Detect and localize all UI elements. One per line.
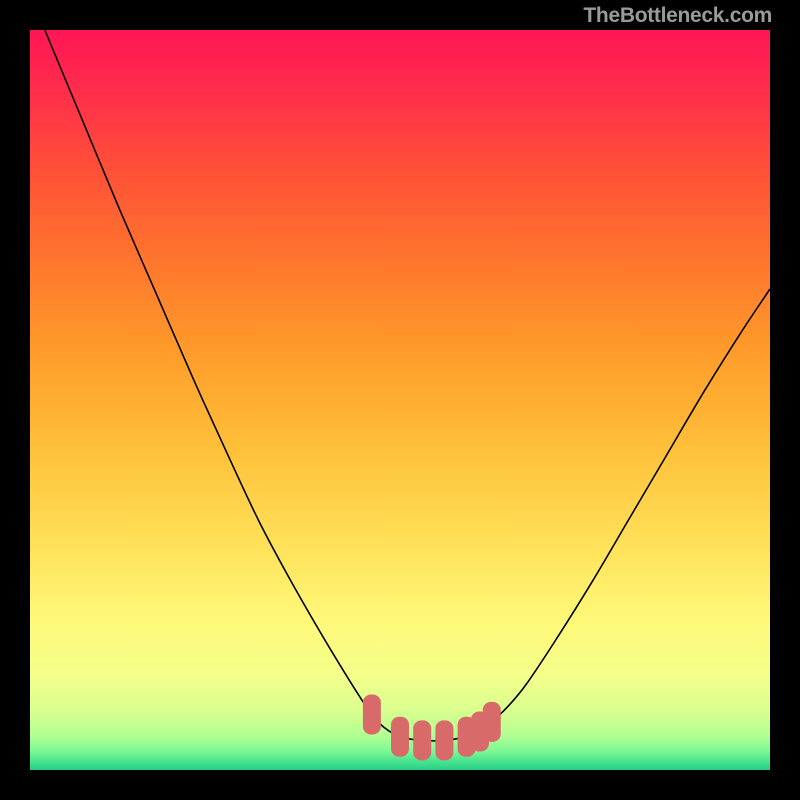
chart-frame	[0, 0, 800, 800]
marker	[413, 720, 431, 760]
marker	[363, 695, 381, 735]
marker	[483, 702, 501, 742]
bottleneck-curve	[45, 30, 770, 741]
plot-area	[30, 30, 770, 770]
marker	[391, 717, 409, 757]
marker	[435, 720, 453, 760]
watermark-text: TheBottleneck.com	[583, 4, 772, 28]
curve-layer	[30, 30, 770, 770]
